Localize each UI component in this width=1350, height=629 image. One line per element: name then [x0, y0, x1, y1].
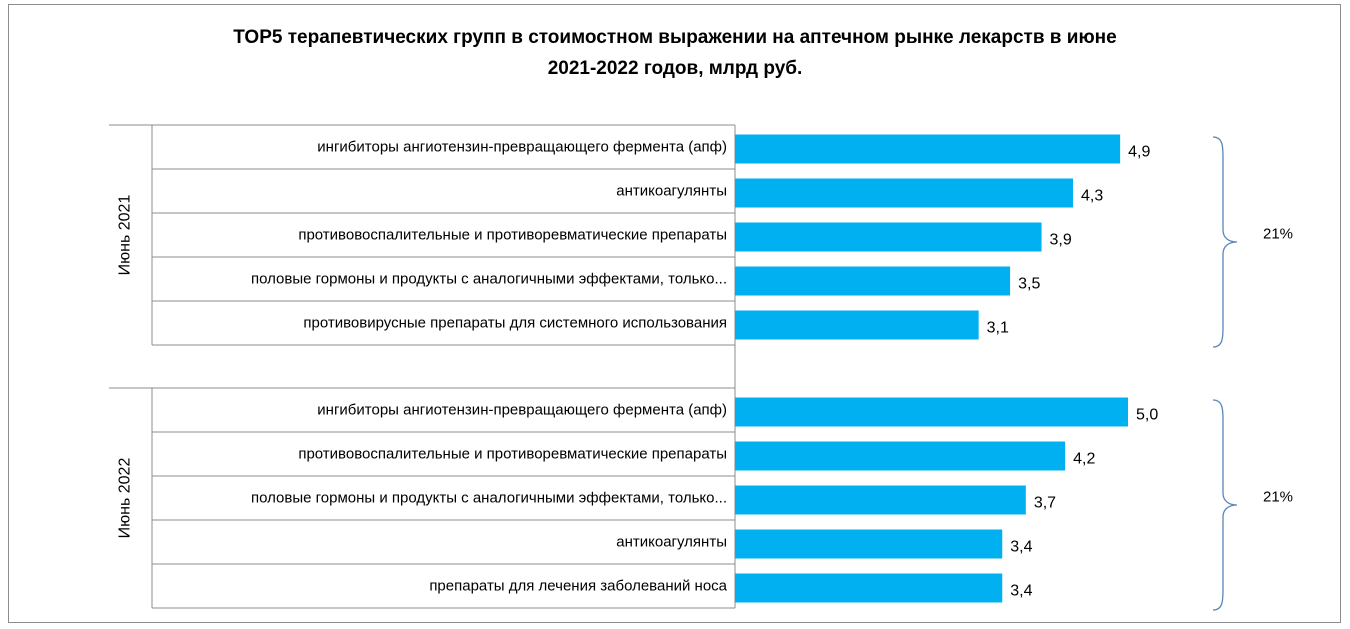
- bar: [735, 310, 979, 340]
- data-label: 3,5: [1018, 276, 1040, 293]
- category-label: препараты для лечения заболеваний носа: [429, 578, 727, 595]
- data-label: 3,4: [1010, 583, 1032, 600]
- group-label: Июнь 2022: [117, 458, 134, 539]
- bar: [735, 573, 1003, 603]
- bar: [735, 529, 1003, 559]
- data-label: 5,0: [1136, 407, 1158, 424]
- chart-title-line-2: 2021-2022 годов, млрд руб.: [547, 58, 803, 79]
- bar: [735, 266, 1011, 296]
- bar: [735, 397, 1128, 427]
- data-label: 4,3: [1081, 188, 1103, 205]
- data-label: 3,7: [1034, 495, 1056, 512]
- category-label: ингибиторы ангиотензин-превращающего фер…: [317, 139, 727, 156]
- category-label: противовирусные препараты для системного…: [303, 315, 727, 332]
- category-label: противовоспалительные и противоревматиче…: [298, 446, 727, 463]
- bar: [735, 134, 1121, 164]
- bar: [735, 178, 1073, 208]
- group-share-label: 21%: [1263, 489, 1293, 506]
- data-label: 4,9: [1128, 144, 1150, 161]
- category-label: антикоагулянты: [616, 183, 727, 200]
- data-label: 3,4: [1010, 539, 1032, 556]
- category-label: половые гормоны и продукты с аналогичным…: [251, 271, 727, 288]
- bar: [735, 222, 1042, 252]
- category-label: противовоспалительные и противоревматиче…: [298, 227, 727, 244]
- category-label: половые гормоны и продукты с аналогичным…: [251, 490, 727, 507]
- data-label: 3,9: [1050, 232, 1072, 249]
- chart-title: ТОР5 терапевтических групп в стоимостном…: [0, 22, 1350, 84]
- bar: [735, 485, 1026, 515]
- category-label: ингибиторы ангиотензин-превращающего фер…: [317, 402, 727, 419]
- group-bracket: [1212, 399, 1238, 611]
- chart-title-line-1: ТОР5 терапевтических групп в стоимостном…: [233, 27, 1117, 48]
- group-share-label: 21%: [1263, 226, 1293, 243]
- category-label: антикоагулянты: [616, 534, 727, 551]
- data-label: 4,2: [1073, 451, 1095, 468]
- group-label: Июнь 2021: [117, 195, 134, 276]
- bar: [735, 441, 1066, 471]
- data-label: 3,1: [987, 320, 1009, 337]
- group-bracket: [1212, 136, 1238, 348]
